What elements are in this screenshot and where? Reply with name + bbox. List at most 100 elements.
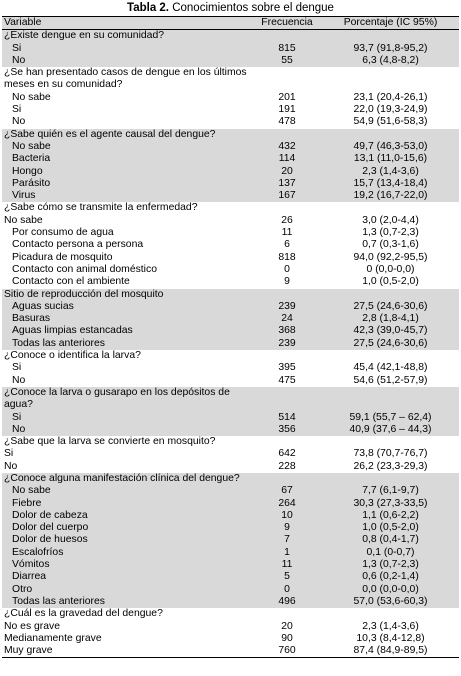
table-row: Muy grave 760 87,4 (84,9-89,5) [2,645,459,657]
row-label: Basuras [12,313,51,325]
table-row: Virus 167 19,2 (16,7-22,0) [2,190,459,202]
table-body: ¿Existe dengue en su comunidad? Si 815 93,7… [2,30,459,657]
row-frequency: 228 [278,460,296,472]
table-row: Parásito 137 15,7 (13,4-18,4) [2,178,459,190]
table-row: Aguas limpias estancadas 368 42,3 (39,0-45… [2,325,459,337]
row-percentage: 0,6 (0,2-1,4) [362,571,419,583]
row-frequency: 5 [284,571,290,583]
section-title: ¿Se han presentado casos de dengue en lo… [4,67,247,91]
row-percentage: 1,1 (0,6-2,2) [362,509,419,521]
row-label: Escalofríos [12,546,64,558]
section: ¿Conoce o identifica la larva? Si 395 45,4 … [2,350,459,387]
section: Sitio de reproducción del mosquito Aguas … [2,288,459,351]
row-percentage: 0,1 (0-0,7) [366,546,415,558]
row-label: Contacto con el ambiente [12,276,130,288]
table-row: No 228 26,2 (23,3-29,3) [2,461,459,473]
row-percentage: 15,7 (13,4-18,4) [353,177,428,189]
row-frequency: 642 [278,448,296,460]
table-title: Tabla 2. Conocimientos sobre el dengue [2,0,459,16]
row-label: No sabe [12,485,51,497]
row-percentage: 93,7 (91,8-95,2) [353,42,428,54]
row-label: No [4,460,18,472]
row-label: Contacto persona a persona [12,239,144,251]
row-label: Medianamente grave [4,632,102,644]
row-frequency: 475 [278,374,296,386]
section: ¿Se han presentado casos de dengue en lo… [2,67,459,128]
row-percentage: 6,3 (4,8-8,2) [362,54,419,66]
table-row: Basuras 24 2,8 (1,8-4,1) [2,313,459,325]
row-frequency: 432 [278,140,296,152]
row-label: Vómitos [12,559,50,571]
row-percentage: 7,7 (6,1-9,7) [362,485,419,497]
row-frequency: 67 [281,485,293,497]
row-percentage: 1,3 (0,7-2,3) [362,227,419,239]
row-frequency: 514 [278,411,296,423]
row-label: Todas las anteriores [12,595,105,607]
row-percentage: 49,7 (46,3-53,0) [353,140,428,152]
header-cell: Frecuencia [261,17,313,28]
section-title: ¿Sabe cómo se transmite la enfermedad? [4,202,198,214]
row-percentage: 3,0 (2,0-4,4) [362,214,419,226]
row-label: No sabe [12,140,51,152]
table-row: Si 191 22,0 (19,3-24,9) [2,104,459,116]
section-title: ¿Conoce la larva o gusarapo en los depós… [4,386,230,411]
page: Tabla 2. Conocimientos sobre el dengue V… [2,0,459,659]
table-row: Picadura de mosquito 818 94,0 (92,2-95,5) [2,252,459,264]
table-row: Si 514 59,1 (55,7 – 62,4) [2,412,459,424]
row-percentage: 2,3 (1,4-3,6) [362,620,419,632]
section: ¿Sabe que la larva se convierte en mosqu… [2,436,459,473]
row-percentage: 1,3 (0,7-2,3) [362,559,419,571]
table-row: Todas las anteriores 496 57,0 (53,6-60,3) [2,596,459,608]
row-frequency: 818 [278,251,296,263]
section: ¿Conoce la larva o gusarapo en los depós… [2,386,459,437]
row-percentage: 19,2 (16,7-22,0) [353,190,428,202]
row-percentage: 22,0 (19,3-24,9) [353,104,428,116]
row-frequency: 11 [281,227,293,239]
row-label: No [12,54,26,66]
row-frequency: 114 [278,153,296,165]
row-label: No [12,116,26,128]
row-percentage: 45,4 (42,1-48,8) [353,362,428,374]
row-label: Otro [12,583,33,595]
row-label: Aguas limpias estancadas [12,325,133,337]
row-label: Hongo [12,165,43,177]
table-row: Contacto con el ambiente 9 1,0 (0,5-2,0) [2,276,459,288]
row-label: Por consumo de agua [12,227,114,239]
row-label: No sabe [4,214,43,226]
row-frequency: 368 [278,325,296,337]
title-text: Conocimientos sobre el dengue [172,2,334,14]
table-row: No 356 40,9 (37,6 – 44,3) [2,424,459,436]
table-row: Si 815 93,7 (91,8-95,2) [2,43,459,55]
section-title: ¿Sabe que la larva se convierte en mosqu… [4,436,216,448]
section-title: ¿Sabe quién es el agente causal del deng… [4,128,216,140]
row-frequency: 395 [278,362,296,374]
table-row: Vómitos 11 1,3 (0,7-2,3) [2,559,459,571]
row-label: Si [12,362,22,374]
row-frequency: 264 [278,497,296,509]
row-label: No sabe [12,91,51,103]
row-percentage: 23,1 (20,4-26,1) [353,91,428,103]
row-label: Bacteria [12,153,51,165]
title-label: Tabla 2. [127,2,169,14]
row-percentage: 2,3 (1,4-3,6) [362,165,419,177]
row-label: Si [12,104,22,116]
row-frequency: 9 [284,276,290,288]
section: ¿Sabe quién es el agente causal del deng… [2,128,459,203]
row-label: Parásito [12,177,51,189]
row-label: No [12,374,26,386]
table-row: Si 642 73,8 (70,7-76,7) [2,448,459,460]
table-header: Variable Frecuencia Porcentaje (IC 95%) [2,16,459,31]
row-frequency: 239 [278,300,296,312]
header-cell: Variable [4,17,42,28]
row-percentage: 13,1 (11,0-15,6) [353,153,428,165]
section-title: ¿Conoce o identifica la larva? [4,350,141,362]
row-frequency: 0 [284,263,290,275]
row-percentage: 30,3 (27,3-33,5) [353,497,428,509]
row-label: Diarrea [12,571,47,583]
row-label: Fiebre [12,497,42,509]
row-frequency: 90 [281,632,293,644]
table-row: Contacto persona a persona 6 0,7 (0,3-1,6) [2,239,459,251]
table-row: Por consumo de agua 11 1,3 (0,7-2,3) [2,227,459,239]
table-row: Si 395 45,4 (42,1-48,8) [2,362,459,374]
row-label: Si [12,42,22,54]
